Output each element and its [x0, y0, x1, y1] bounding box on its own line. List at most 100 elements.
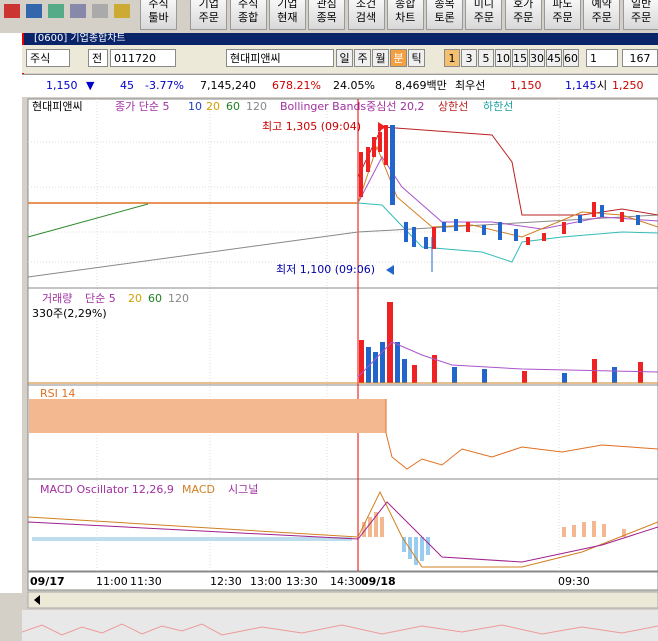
count-input[interactable]: 167: [622, 49, 658, 67]
toolbar-button[interactable]: 예약 주문: [583, 0, 621, 30]
legend-item: 60: [148, 292, 162, 305]
toolbar-button[interactable]: 일반 주문: [622, 0, 658, 30]
interval-button[interactable]: 60: [563, 49, 579, 67]
toolbar-button[interactable]: 종목 토론: [426, 0, 464, 30]
x-axis: [27, 571, 658, 591]
button-label: 종목: [434, 0, 455, 10]
quote-field: 678.21%: [272, 79, 321, 92]
period-button[interactable]: 분: [390, 49, 407, 67]
period-button[interactable]: 일: [336, 49, 353, 67]
x-tick-label: 11:30: [130, 575, 162, 588]
legend-item: 상한선: [438, 100, 468, 113]
control[interactable]: 현대피앤씨: [226, 49, 334, 67]
period-button[interactable]: 주: [354, 49, 371, 67]
quote-field: 1,250: [612, 79, 644, 92]
x-tick-label: 13:30: [286, 575, 318, 588]
window-title: [0600] 기업종합차트: [22, 33, 658, 45]
legend-item: 하한선: [483, 99, 513, 113]
toolbar-button[interactable]: 주식 종합: [229, 0, 267, 30]
interval-button[interactable]: 15: [512, 49, 528, 67]
toolbar-button[interactable]: 미니 주문: [465, 0, 503, 30]
quote-field: ▼: [86, 79, 95, 92]
low-arrow: [386, 265, 394, 275]
x-tick-label: 11:00: [96, 575, 128, 588]
legend-item: 10: [188, 100, 202, 113]
quote-field: 1,150: [46, 79, 78, 92]
scroll-left[interactable]: [34, 595, 40, 605]
button-label: 주식: [148, 0, 169, 10]
x-tick-label: 09/18: [361, 575, 396, 588]
icon[interactable]: [114, 4, 130, 18]
ma-line: [27, 203, 149, 238]
button-label: 호가: [513, 0, 534, 10]
plot-bg: [27, 98, 658, 572]
button-label: 종합: [237, 11, 259, 24]
period-button[interactable]: 틱: [408, 49, 425, 67]
period-button[interactable]: 월: [372, 49, 389, 67]
x-tick-label: 09:30: [558, 575, 590, 588]
legend-item: 20: [206, 100, 220, 113]
toolbar-button[interactable]: 파도 주문: [544, 0, 581, 30]
legend-item: 거래량: [42, 292, 72, 305]
icon[interactable]: [48, 4, 64, 18]
control[interactable]: 전: [88, 49, 108, 67]
icon[interactable]: [70, 4, 86, 18]
toolbar-button[interactable]: 기업 현재: [268, 0, 306, 30]
interval-button[interactable]: 10: [495, 49, 511, 67]
button-label: 주식: [237, 0, 259, 10]
macd-line: [27, 490, 658, 568]
button-label: 종목: [316, 11, 337, 24]
button-label: 기업: [277, 0, 298, 10]
toolbar-icons: [0, 0, 136, 33]
interval-button[interactable]: 5: [478, 49, 494, 67]
icon[interactable]: [26, 4, 42, 18]
button-label: 종합: [395, 0, 416, 10]
interval-button[interactable]: 1: [444, 49, 460, 67]
button-label: 일반: [630, 0, 652, 10]
button-label: 기업: [198, 0, 219, 10]
button-label: 주문: [552, 11, 573, 24]
x-tick-label: 09/17: [30, 575, 65, 588]
ma-line: [27, 214, 658, 278]
bollinger-upper: [357, 126, 658, 216]
quote-field: 24.05%: [333, 79, 375, 92]
toolbar-button[interactable]: 호가 주문: [504, 0, 542, 30]
toolbar-button[interactable]: 종합 차트: [386, 0, 424, 30]
rsi-area: [29, 399, 386, 433]
legend-item: 단순 5: [85, 292, 116, 305]
button-label: 주문: [198, 11, 219, 24]
icon[interactable]: [92, 4, 108, 18]
legend-item: 현대피앤씨: [32, 100, 83, 113]
quote-field: -3.77%: [145, 79, 184, 92]
button-label: 주문: [630, 11, 652, 24]
candles: [359, 125, 640, 272]
legend-item: RSI 14: [40, 387, 75, 400]
toolbar-button[interactable]: 주식 툴바: [140, 0, 177, 30]
toolbar-button[interactable]: 관심 종목: [308, 0, 346, 30]
quote-field: 시: [597, 79, 608, 92]
button-label: 주문: [591, 11, 612, 24]
button-label: 토론: [434, 11, 455, 24]
high-arrow: [378, 122, 386, 132]
button-label: 툴바: [148, 11, 169, 24]
interval-input[interactable]: 1: [586, 49, 618, 67]
button-label: 현재: [277, 11, 298, 24]
interval-button[interactable]: 3: [461, 49, 477, 67]
button-label: 파도: [552, 0, 573, 10]
legend-item: 60: [226, 100, 240, 113]
rsi-line: [385, 399, 658, 470]
interval-button[interactable]: 45: [546, 49, 562, 67]
volume-ma: [357, 341, 658, 378]
toolbar-button[interactable]: 기업 주문: [190, 0, 228, 30]
control[interactable]: 주식: [26, 49, 70, 67]
toolbar-button[interactable]: 조건 검색: [347, 0, 385, 30]
quote-field: 8,469백만: [395, 79, 447, 92]
interval-button[interactable]: 30: [529, 49, 545, 67]
icon[interactable]: [4, 4, 20, 18]
control[interactable]: 011720: [110, 49, 176, 67]
pane-separators: [28, 287, 658, 480]
scrollbar[interactable]: [27, 591, 658, 609]
quote-field: 1,150: [510, 79, 542, 92]
x-tick-label: 13:00: [250, 575, 282, 588]
